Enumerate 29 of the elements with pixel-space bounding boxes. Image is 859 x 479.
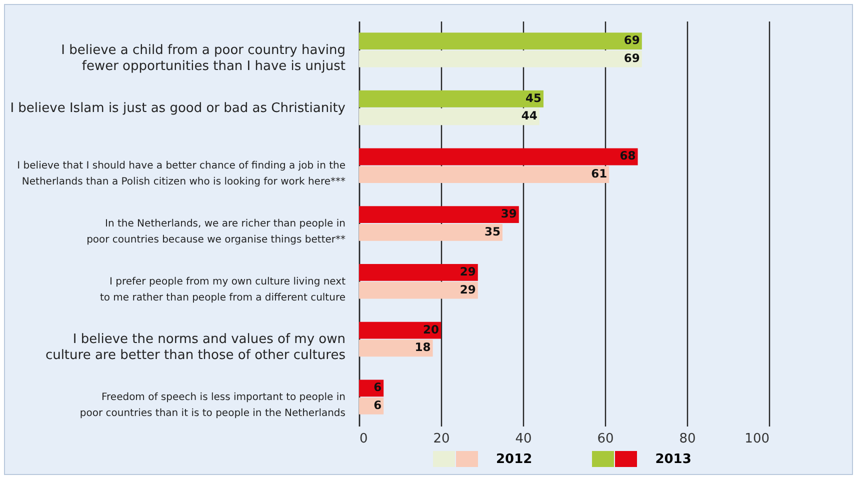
data-label: 35	[484, 224, 500, 238]
x-tick-label: 100	[744, 432, 770, 446]
x-tick-label: 0	[360, 432, 368, 446]
data-label: 45	[525, 90, 542, 105]
y-tick-label: I believe a child from a poor country having fewer opportunities than I have is unjust	[61, 42, 346, 74]
x-tick-label: 60	[597, 432, 614, 446]
x-tick-label: 80	[679, 432, 696, 446]
data-label: 29	[460, 264, 476, 278]
x-tick-label: 20	[433, 432, 450, 446]
y-tick-label: I prefer people from my own culture living next to me rather than people from a different culture	[100, 276, 346, 304]
y-tick-label: Freedom of speech is less important to people in poor countries than it is to people in the Netherlands	[80, 392, 346, 420]
data-label: 69	[624, 33, 640, 48]
data-label: 29	[460, 282, 476, 296]
data-label: 18	[414, 340, 431, 354]
data-label: 20	[422, 322, 439, 336]
data-label: 6	[374, 398, 382, 412]
x-tick-label: 40	[515, 432, 532, 446]
data-label: 68	[620, 148, 636, 163]
data-label: 6	[374, 380, 382, 394]
data-label: 39	[500, 206, 517, 221]
legend-label: 2013	[655, 452, 692, 466]
y-tick-label: In the Netherlands, we are richer than people in poor countries because we organise things better**	[86, 218, 346, 246]
data-label: 44	[521, 108, 538, 123]
data-label: 69	[624, 50, 640, 65]
y-tick-label: I believe Islam is just as good or bad as Christianity	[10, 100, 346, 116]
y-tick-label: I believe the norms and values of my own culture are better than those of other cultures	[45, 332, 346, 364]
y-tick-label: I believe that I should have a better chance of finding a job in the Netherlands than a Polish citizen who is looking for work here***	[17, 160, 346, 188]
legend-label: 2012	[496, 452, 532, 466]
data-label: 61	[591, 166, 608, 181]
